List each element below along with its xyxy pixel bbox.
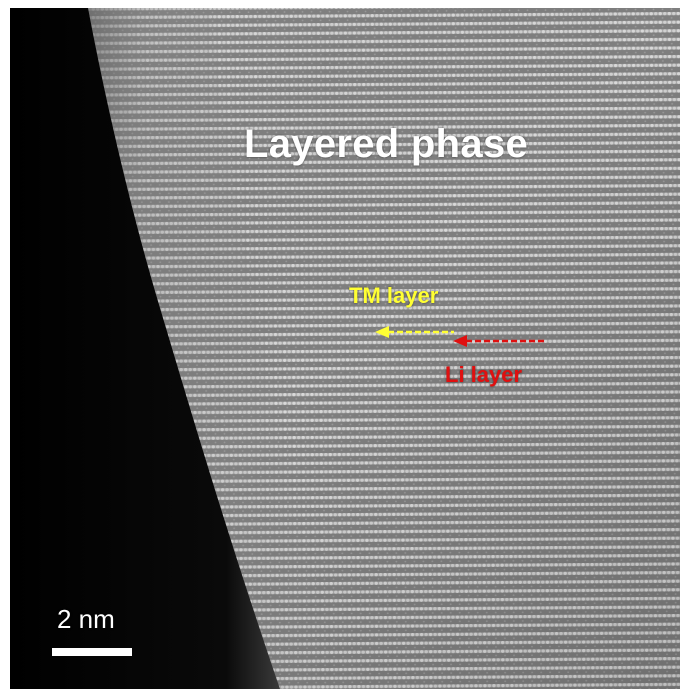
tm-layer-arrow-icon (375, 326, 454, 338)
li-layer-arrow-icon (453, 335, 546, 347)
scale-bar-label: 2 nm (57, 604, 115, 634)
micrograph-frame: Layered phase TM layer Li layer 2 nm (10, 8, 680, 689)
scale-bar (52, 648, 132, 656)
hrtem-micrograph (10, 8, 680, 689)
layered-phase-label: Layered phase (244, 122, 529, 166)
li-layer-label: Li layer (445, 362, 523, 387)
tm-layer-label: TM layer (349, 283, 439, 308)
